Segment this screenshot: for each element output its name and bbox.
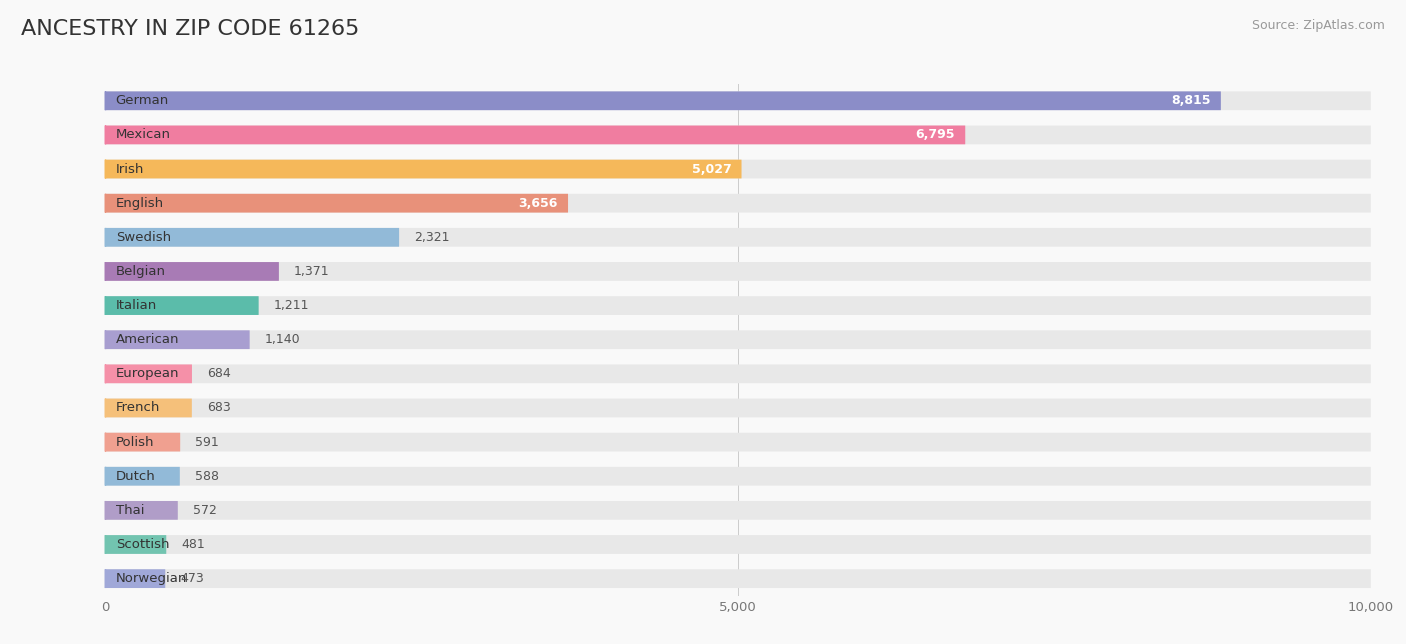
FancyBboxPatch shape bbox=[105, 399, 191, 417]
Text: Source: ZipAtlas.com: Source: ZipAtlas.com bbox=[1251, 19, 1385, 32]
FancyBboxPatch shape bbox=[105, 365, 193, 383]
Text: 5,027: 5,027 bbox=[692, 162, 731, 176]
FancyBboxPatch shape bbox=[105, 194, 568, 213]
Text: English: English bbox=[115, 196, 163, 210]
FancyBboxPatch shape bbox=[105, 126, 966, 144]
FancyBboxPatch shape bbox=[105, 569, 166, 588]
FancyBboxPatch shape bbox=[105, 399, 1371, 417]
FancyBboxPatch shape bbox=[105, 160, 741, 178]
FancyBboxPatch shape bbox=[105, 467, 180, 486]
Text: 1,140: 1,140 bbox=[264, 333, 301, 346]
Text: Dutch: Dutch bbox=[115, 469, 156, 483]
FancyBboxPatch shape bbox=[105, 365, 1371, 383]
FancyBboxPatch shape bbox=[105, 467, 1371, 486]
FancyBboxPatch shape bbox=[105, 228, 399, 247]
Text: Thai: Thai bbox=[115, 504, 145, 517]
Text: 591: 591 bbox=[195, 435, 219, 449]
FancyBboxPatch shape bbox=[105, 535, 166, 554]
Text: American: American bbox=[115, 333, 179, 346]
Text: 684: 684 bbox=[207, 367, 231, 381]
Text: 1,371: 1,371 bbox=[294, 265, 330, 278]
Text: 572: 572 bbox=[193, 504, 217, 517]
Text: Polish: Polish bbox=[115, 435, 155, 449]
Text: Belgian: Belgian bbox=[115, 265, 166, 278]
FancyBboxPatch shape bbox=[105, 296, 1371, 315]
FancyBboxPatch shape bbox=[105, 330, 250, 349]
Text: Norwegian: Norwegian bbox=[115, 572, 187, 585]
Text: 473: 473 bbox=[180, 572, 204, 585]
FancyBboxPatch shape bbox=[105, 262, 278, 281]
FancyBboxPatch shape bbox=[105, 160, 1371, 178]
Text: Italian: Italian bbox=[115, 299, 157, 312]
FancyBboxPatch shape bbox=[105, 501, 1371, 520]
Text: 2,321: 2,321 bbox=[415, 231, 450, 244]
FancyBboxPatch shape bbox=[105, 262, 1371, 281]
Text: 1,211: 1,211 bbox=[274, 299, 309, 312]
FancyBboxPatch shape bbox=[105, 501, 177, 520]
Text: French: French bbox=[115, 401, 160, 415]
Text: 481: 481 bbox=[181, 538, 205, 551]
FancyBboxPatch shape bbox=[105, 194, 1371, 213]
Text: 6,795: 6,795 bbox=[915, 128, 955, 142]
FancyBboxPatch shape bbox=[105, 91, 1371, 110]
FancyBboxPatch shape bbox=[105, 91, 1220, 110]
FancyBboxPatch shape bbox=[105, 569, 1371, 588]
Text: ANCESTRY IN ZIP CODE 61265: ANCESTRY IN ZIP CODE 61265 bbox=[21, 19, 360, 39]
Text: Swedish: Swedish bbox=[115, 231, 170, 244]
Text: 8,815: 8,815 bbox=[1171, 94, 1211, 108]
Text: Scottish: Scottish bbox=[115, 538, 169, 551]
FancyBboxPatch shape bbox=[105, 433, 1371, 451]
Text: 588: 588 bbox=[195, 469, 219, 483]
Text: Mexican: Mexican bbox=[115, 128, 170, 142]
FancyBboxPatch shape bbox=[105, 126, 1371, 144]
Text: German: German bbox=[115, 94, 169, 108]
FancyBboxPatch shape bbox=[105, 330, 1371, 349]
Text: 683: 683 bbox=[207, 401, 231, 415]
Text: Irish: Irish bbox=[115, 162, 143, 176]
FancyBboxPatch shape bbox=[105, 296, 259, 315]
Text: 3,656: 3,656 bbox=[519, 196, 558, 210]
FancyBboxPatch shape bbox=[105, 433, 180, 451]
Text: European: European bbox=[115, 367, 179, 381]
FancyBboxPatch shape bbox=[105, 535, 1371, 554]
FancyBboxPatch shape bbox=[105, 228, 1371, 247]
